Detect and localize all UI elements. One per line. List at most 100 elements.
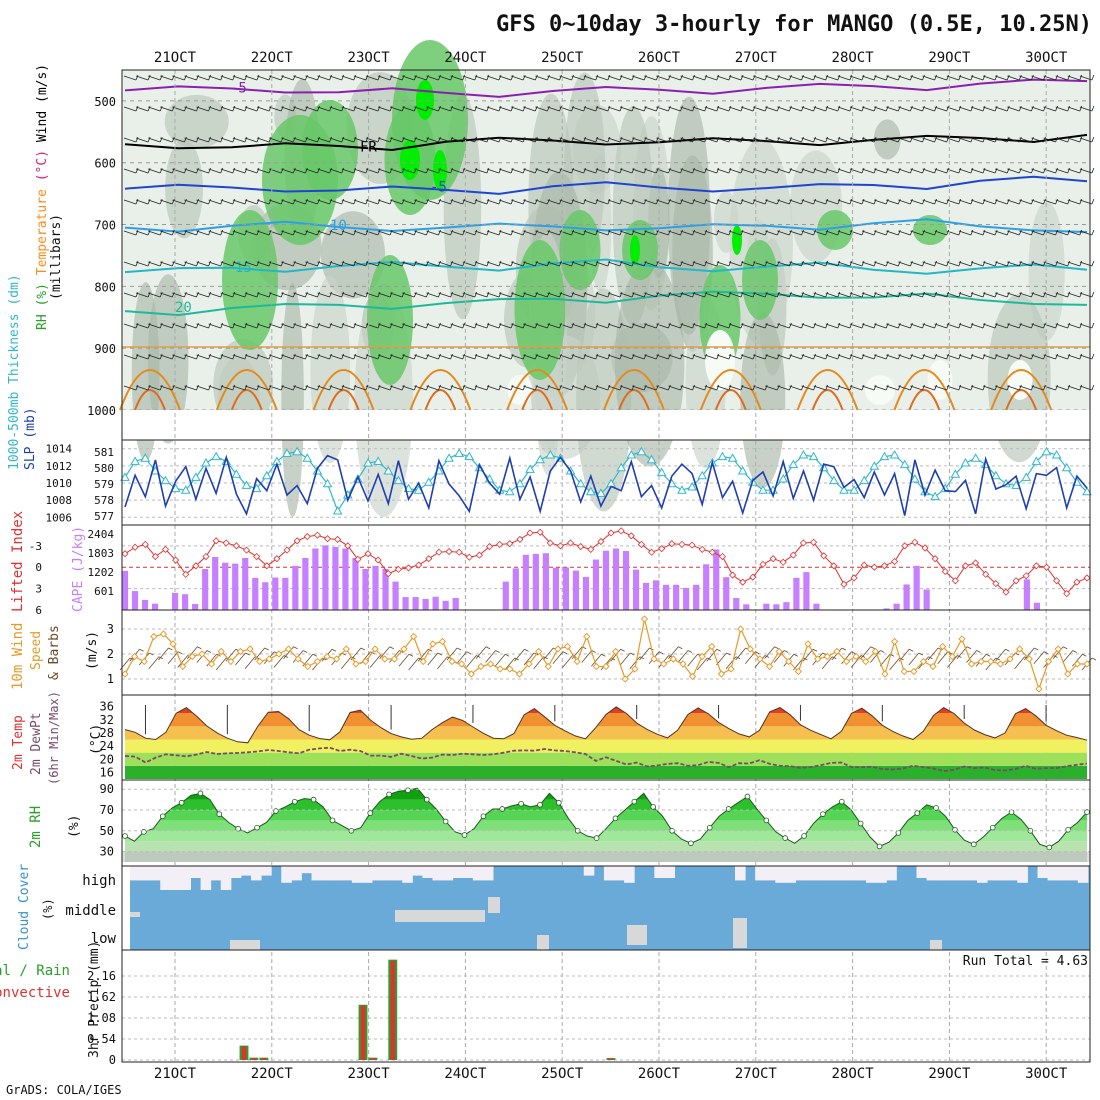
pressure-tick-label: 800	[94, 280, 116, 294]
wind-barb	[777, 291, 792, 298]
wind-barb	[753, 353, 768, 360]
rh-point	[461, 832, 468, 838]
slp-line	[124, 454, 1088, 517]
cloud-high-clear	[372, 866, 383, 881]
cape-bar	[793, 577, 800, 610]
wind-barb	[656, 353, 671, 360]
rh-band	[125, 788, 1087, 800]
wind-barb	[619, 353, 635, 360]
cloud-high-clear	[755, 866, 766, 881]
wind-barb	[438, 260, 453, 267]
wind-barb	[511, 322, 526, 329]
wind-barb	[511, 105, 526, 112]
wind-barb	[753, 198, 768, 205]
wind-speed-point	[708, 642, 716, 651]
wind-barb	[256, 105, 272, 112]
date-label-top: 24OCT	[444, 50, 487, 66]
wind-barb-10m	[514, 648, 529, 662]
lifted-index-point	[961, 562, 970, 570]
wind-barb	[293, 105, 308, 112]
wind-barb	[837, 229, 853, 236]
cloud-high-clear	[291, 866, 302, 881]
slp-axis-label: SLP (mb)	[23, 407, 38, 470]
wind-barb-10m	[658, 655, 673, 668]
cloud-high-clear	[977, 866, 988, 883]
rh-band	[125, 841, 1087, 852]
cape-tick: 1202	[88, 566, 115, 579]
wind-barb	[753, 322, 768, 329]
thickness-point	[201, 457, 211, 467]
wind-barb	[220, 291, 236, 298]
lifted-index-tick: -3	[29, 540, 42, 553]
cloud-high-clear	[765, 866, 776, 881]
wind-barb	[668, 229, 683, 236]
wind-barb	[196, 74, 211, 81]
wind-barb	[160, 353, 175, 360]
wind-barb	[765, 229, 780, 236]
wind-barb	[196, 105, 211, 112]
cloud-high-clear	[230, 866, 242, 878]
cloud-high-clear	[140, 866, 151, 881]
wind-barb	[184, 136, 199, 143]
wind-barb-10m	[485, 650, 500, 663]
wind-barb	[160, 74, 175, 81]
wind-barb	[1007, 229, 1022, 236]
thickness-point	[697, 470, 708, 480]
precip-unit-label: 3hr Precip (mm)	[87, 941, 102, 1058]
temp-tick: 36	[100, 700, 114, 714]
wind-barb	[607, 353, 623, 360]
wind-barb-10m	[879, 653, 895, 667]
wind-barb	[583, 198, 599, 205]
cloud-high-clear	[170, 866, 181, 890]
wind-barb	[595, 136, 611, 143]
wind-barb	[511, 353, 526, 360]
wind-barb	[426, 384, 441, 391]
cape-bar	[502, 581, 509, 610]
wind-barb	[1067, 322, 1083, 329]
wind-barb	[583, 353, 599, 360]
wind-barb	[256, 322, 272, 329]
wind-barb	[208, 136, 224, 143]
date-label-top: 30OCT	[1025, 50, 1068, 66]
wind-barb	[438, 229, 453, 236]
wind-barb	[559, 229, 574, 236]
wind-barb	[341, 353, 357, 360]
lifted-index-point	[658, 545, 666, 553]
wind-barb	[765, 198, 780, 205]
wind-barb	[849, 74, 865, 81]
wind-barb	[438, 384, 453, 391]
wind-barb	[607, 198, 623, 205]
lifted-index-point	[648, 548, 656, 556]
isotherm-30-contour	[134, 389, 166, 411]
wind-barb	[970, 291, 986, 298]
wind-speed-point	[140, 657, 148, 666]
wind-barb	[680, 384, 695, 391]
wind-barb	[305, 74, 320, 81]
wind-barb	[559, 353, 574, 360]
isotherm-30-contour	[521, 389, 554, 411]
wind-barb	[619, 105, 635, 112]
wind-barb	[353, 136, 369, 143]
wind-barb	[874, 167, 889, 174]
wind-barb	[135, 291, 151, 298]
wind-barb	[474, 74, 490, 81]
wind-barb	[377, 322, 393, 329]
wind-barb	[898, 105, 913, 112]
wind-barb	[426, 322, 441, 329]
wind-barb	[450, 136, 466, 143]
rh-point	[1046, 844, 1053, 851]
wind-barb	[281, 322, 296, 329]
rh-point	[216, 811, 223, 817]
wind-barb	[861, 291, 877, 298]
wind-barb	[244, 167, 260, 174]
wind-barb	[656, 167, 671, 174]
wind-barb	[462, 291, 478, 298]
rh-point	[763, 817, 770, 824]
thickness-point	[292, 446, 303, 456]
isotherm-label: 10	[330, 218, 347, 234]
wind-barb	[220, 353, 236, 360]
wind-speed-point	[890, 637, 899, 646]
wind-barb	[220, 105, 236, 112]
wind-barb	[172, 322, 187, 329]
cape-bar	[913, 565, 920, 610]
